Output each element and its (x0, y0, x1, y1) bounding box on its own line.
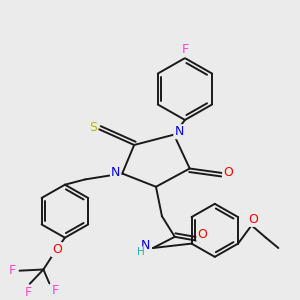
Text: F: F (182, 44, 188, 56)
Text: F: F (25, 286, 32, 299)
Text: O: O (223, 167, 233, 179)
Text: O: O (197, 228, 207, 241)
Text: N: N (141, 239, 150, 252)
Text: N: N (111, 166, 120, 178)
Text: N: N (174, 125, 184, 138)
Text: F: F (52, 284, 59, 297)
Text: O: O (52, 243, 62, 256)
Text: H: H (137, 248, 145, 257)
Text: S: S (89, 121, 97, 134)
Text: F: F (8, 264, 16, 277)
Text: O: O (249, 213, 259, 226)
